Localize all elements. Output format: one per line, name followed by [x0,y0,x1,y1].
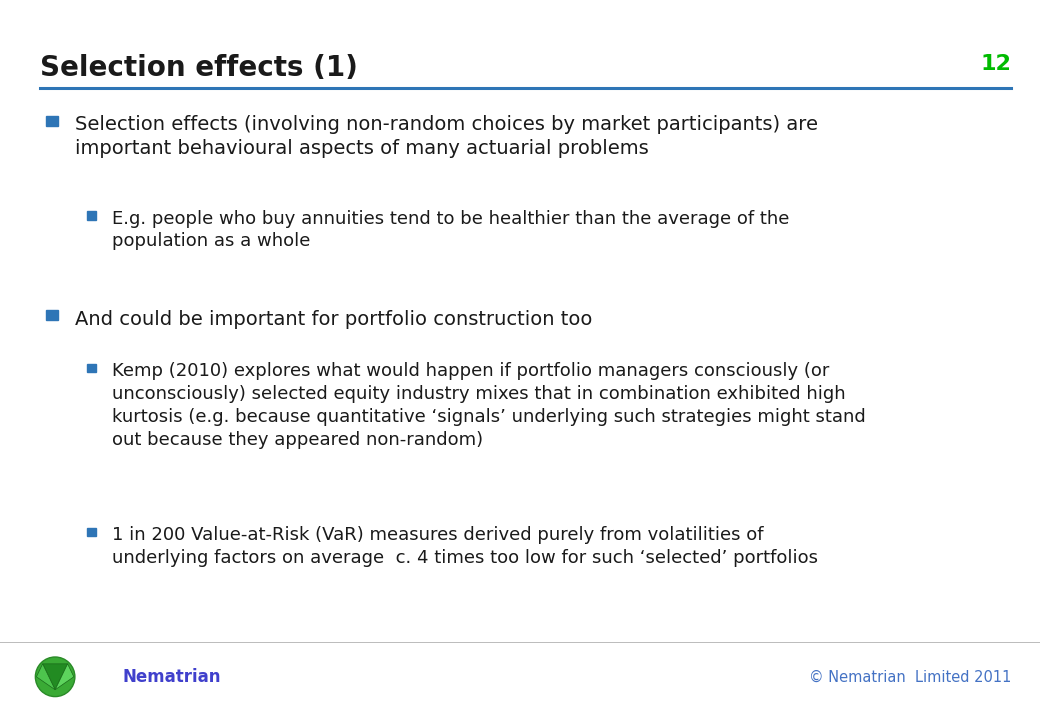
Polygon shape [36,664,55,690]
Bar [47,310,58,320]
Ellipse shape [35,657,75,697]
Text: And could be important for portfolio construction too: And could be important for portfolio con… [75,310,592,328]
Bar [86,364,96,372]
Text: Selection effects (involving non-random choices by market participants) are
impo: Selection effects (involving non-random … [75,115,817,158]
Text: © Nematrian  Limited 2011: © Nematrian Limited 2011 [808,670,1011,684]
Bar [86,528,96,536]
Polygon shape [55,664,74,690]
Bar [86,211,96,220]
Text: Kemp (2010) explores what would happen if portfolio managers consciously (or
unc: Kemp (2010) explores what would happen i… [112,362,866,449]
Bar [47,116,58,126]
Text: E.g. people who buy annuities tend to be healthier than the average of the
popul: E.g. people who buy annuities tend to be… [112,210,789,251]
Text: 1 in 200 Value-at-Risk (VaR) measures derived purely from volatilities of
underl: 1 in 200 Value-at-Risk (VaR) measures de… [112,526,818,567]
Text: Selection effects (1): Selection effects (1) [40,54,358,82]
Polygon shape [43,664,68,690]
Text: Nematrian: Nematrian [123,668,222,685]
Text: 12: 12 [980,54,1011,74]
